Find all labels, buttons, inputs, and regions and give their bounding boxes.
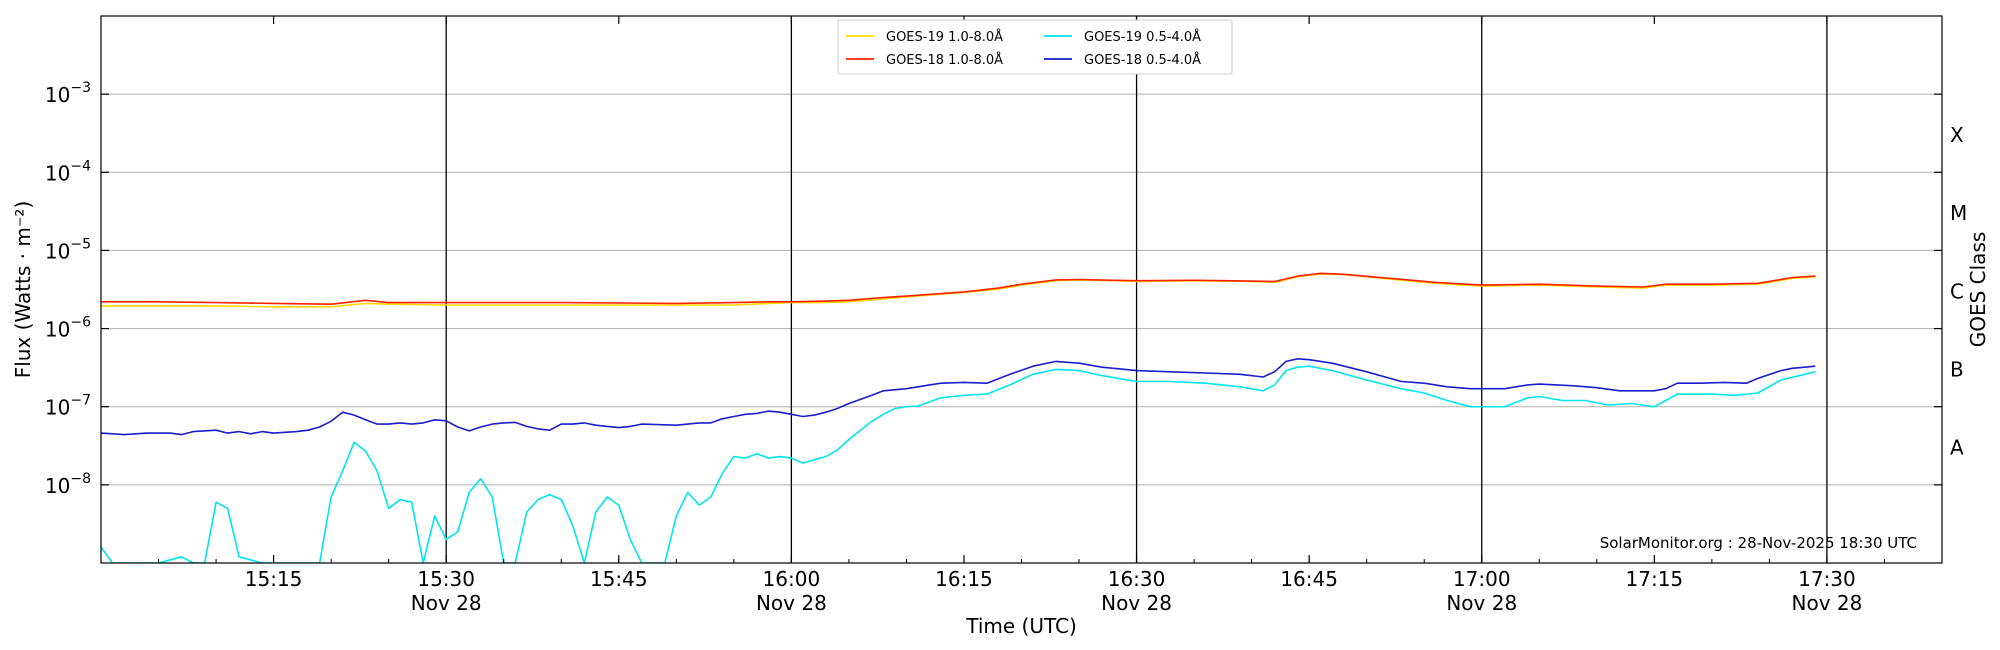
data-series	[101, 272, 1816, 563]
series-line-3	[101, 365, 1816, 563]
goes-class-label: A	[1950, 436, 1964, 460]
series-line-4	[101, 358, 1816, 436]
goes-class-label: C	[1950, 279, 1964, 303]
y-tick-label: 10−4	[45, 158, 91, 185]
y-tick-exponent: −5	[70, 236, 91, 252]
y-tick-label: 10−5	[45, 236, 91, 263]
y-tick-exponent: −3	[70, 80, 91, 96]
legend: GOES-19 1.0-8.0Å GOES-18 1.0-8.0Å GOES-19 …	[837, 19, 1233, 75]
grid-lines	[101, 93, 1942, 486]
y-tick-base: 10	[45, 161, 70, 185]
series-line-2	[101, 272, 1816, 305]
time-marker-lines	[445, 16, 1828, 563]
right-axis-title: GOES Class	[1966, 232, 1990, 348]
y-tick-base: 10	[45, 239, 70, 263]
y-tick-base: 10	[45, 318, 70, 342]
x-tick-label: 16:00	[763, 567, 821, 591]
x-tick-label: 16:45	[1280, 567, 1338, 591]
credit-text: SolarMonitor.org : 28-Nov-2025 18:30 UTC	[1600, 534, 1917, 552]
y-tick-base: 10	[45, 83, 70, 107]
x-tick-date-label: Nov 28	[1792, 591, 1863, 615]
legend-label: GOES-19 1.0-8.0Å	[886, 29, 1003, 45]
x-tick-label: 17:15	[1626, 567, 1684, 591]
y-tick-exponent: −6	[70, 315, 91, 331]
y-tick-exponent: −8	[70, 471, 91, 487]
x-tick-label: 17:00	[1453, 567, 1511, 591]
x-tick-label: 15:15	[245, 567, 303, 591]
y-tick-label: 10−8	[45, 471, 91, 498]
x-tick-label: 16:30	[1108, 567, 1166, 591]
y-tick-label: 10−3	[45, 80, 91, 107]
goes-class-label: B	[1950, 357, 1964, 381]
x-tick-date-label: Nov 28	[1446, 591, 1517, 615]
y-tick-label: 10−6	[45, 315, 91, 342]
goes-class-label: X	[1950, 123, 1964, 147]
y-axis-title: Flux (Watts · m⁻²)	[11, 201, 35, 379]
x-tick-label: 16:15	[935, 567, 993, 591]
y-tick-label: 10−7	[45, 393, 91, 420]
x-tick-label: 15:45	[590, 567, 648, 591]
x-axis-title: Time (UTC)	[965, 614, 1077, 638]
x-tick-date-label: Nov 28	[756, 591, 827, 615]
y-tick-exponent: −7	[70, 393, 91, 409]
x-tick-date-label: Nov 28	[1101, 591, 1172, 615]
x-tick-label: 15:30	[417, 567, 475, 591]
legend-label: GOES-18 1.0-8.0Å	[886, 52, 1003, 68]
x-tick-date-label: Nov 28	[411, 591, 482, 615]
legend-label: GOES-18 0.5-4.0Å	[1084, 52, 1201, 68]
goes-class-label: M	[1950, 201, 1967, 225]
legend-label: GOES-19 0.5-4.0Å	[1084, 29, 1201, 45]
x-tick-label: 17:30	[1798, 567, 1856, 591]
y-tick-base: 10	[45, 474, 70, 498]
y-tick-exponent: −4	[70, 158, 91, 174]
y-tick-base: 10	[45, 396, 70, 420]
legend-box	[837, 19, 1233, 75]
